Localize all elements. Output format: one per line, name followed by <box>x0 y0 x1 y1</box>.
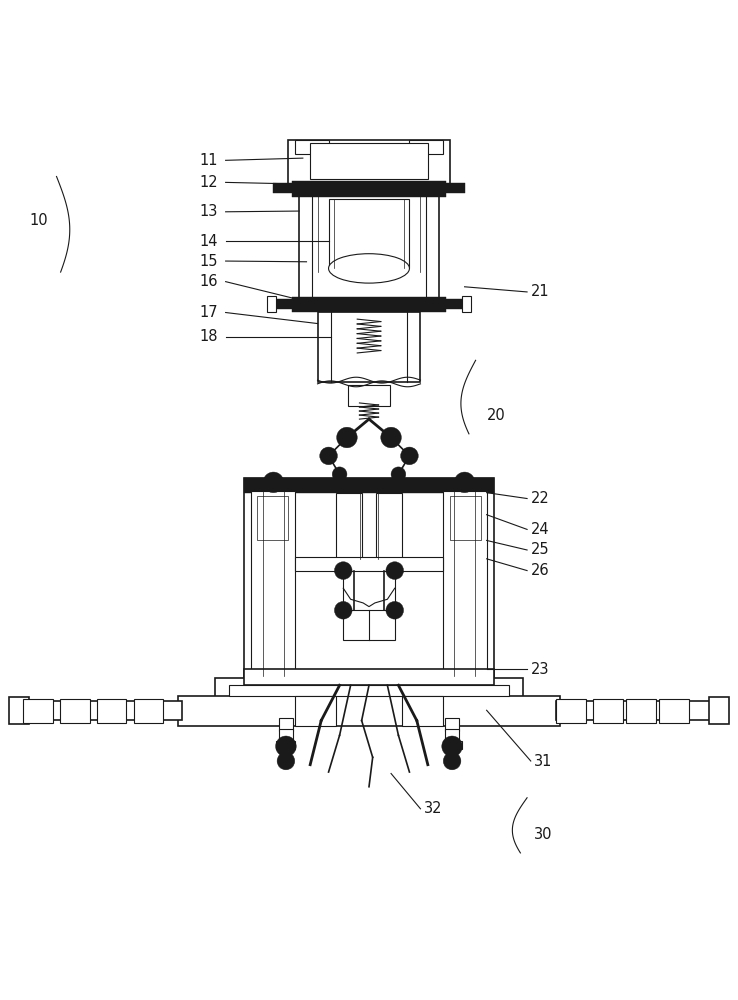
Circle shape <box>442 736 463 757</box>
Bar <box>627 699 656 723</box>
Bar <box>279 718 292 731</box>
Circle shape <box>386 562 404 579</box>
Text: 16: 16 <box>200 274 218 289</box>
Text: 17: 17 <box>200 305 218 320</box>
Bar <box>9 697 30 724</box>
Bar <box>292 181 446 197</box>
Bar <box>295 696 336 726</box>
Bar <box>244 669 494 685</box>
Text: 15: 15 <box>200 254 218 269</box>
Bar <box>660 699 689 723</box>
Text: 24: 24 <box>531 522 549 537</box>
Text: 22: 22 <box>531 491 550 506</box>
Bar <box>258 496 288 540</box>
Bar <box>310 143 428 179</box>
Circle shape <box>334 562 352 579</box>
Bar <box>450 496 480 540</box>
Circle shape <box>337 427 357 448</box>
Bar <box>279 729 292 741</box>
Bar <box>446 729 459 741</box>
Circle shape <box>334 601 352 619</box>
Bar <box>317 312 421 382</box>
Bar <box>288 140 450 184</box>
Circle shape <box>386 601 404 619</box>
Circle shape <box>391 467 406 482</box>
Bar <box>244 478 494 493</box>
Bar <box>244 478 494 684</box>
Bar <box>299 184 439 305</box>
Circle shape <box>277 752 294 770</box>
Bar <box>376 493 402 559</box>
Text: 31: 31 <box>534 754 553 769</box>
Text: 21: 21 <box>531 284 549 299</box>
Bar <box>348 385 390 406</box>
Text: 10: 10 <box>29 213 48 228</box>
Circle shape <box>455 472 475 493</box>
Circle shape <box>263 472 283 493</box>
Text: 11: 11 <box>200 153 218 168</box>
Bar <box>446 718 459 731</box>
Bar <box>410 140 443 154</box>
Text: 12: 12 <box>200 175 218 190</box>
Bar <box>252 491 295 676</box>
Text: 26: 26 <box>531 563 549 578</box>
Bar <box>444 183 465 193</box>
Bar <box>97 699 126 723</box>
Text: 14: 14 <box>200 234 218 249</box>
Bar <box>328 199 410 268</box>
Bar <box>443 491 486 676</box>
Bar <box>273 299 294 309</box>
Bar <box>215 678 523 700</box>
Circle shape <box>275 736 296 757</box>
Bar <box>134 699 163 723</box>
Circle shape <box>381 427 401 448</box>
Text: 20: 20 <box>486 408 506 423</box>
Bar <box>24 701 182 720</box>
Bar <box>336 493 362 559</box>
Bar <box>230 685 508 696</box>
Bar <box>273 183 294 193</box>
Text: 23: 23 <box>531 662 549 677</box>
Circle shape <box>332 467 347 482</box>
Text: 30: 30 <box>534 827 553 842</box>
Bar <box>343 610 395 640</box>
Bar <box>444 299 465 309</box>
Bar <box>295 140 328 154</box>
Circle shape <box>320 447 337 465</box>
Text: 32: 32 <box>424 801 443 816</box>
Bar <box>443 741 462 749</box>
Bar <box>267 296 275 312</box>
Bar <box>24 699 53 723</box>
Bar <box>556 699 586 723</box>
Bar <box>708 697 729 724</box>
Bar <box>292 297 446 312</box>
Circle shape <box>444 752 461 770</box>
Bar <box>556 701 714 720</box>
Bar <box>295 557 443 571</box>
Bar <box>178 696 560 726</box>
Bar <box>276 741 295 749</box>
Bar <box>463 296 471 312</box>
Ellipse shape <box>328 254 410 283</box>
Bar <box>593 699 623 723</box>
Bar <box>402 696 443 726</box>
Circle shape <box>401 447 418 465</box>
Bar <box>61 699 89 723</box>
Text: 25: 25 <box>531 542 549 557</box>
Text: 13: 13 <box>200 204 218 219</box>
Text: 18: 18 <box>200 329 218 344</box>
